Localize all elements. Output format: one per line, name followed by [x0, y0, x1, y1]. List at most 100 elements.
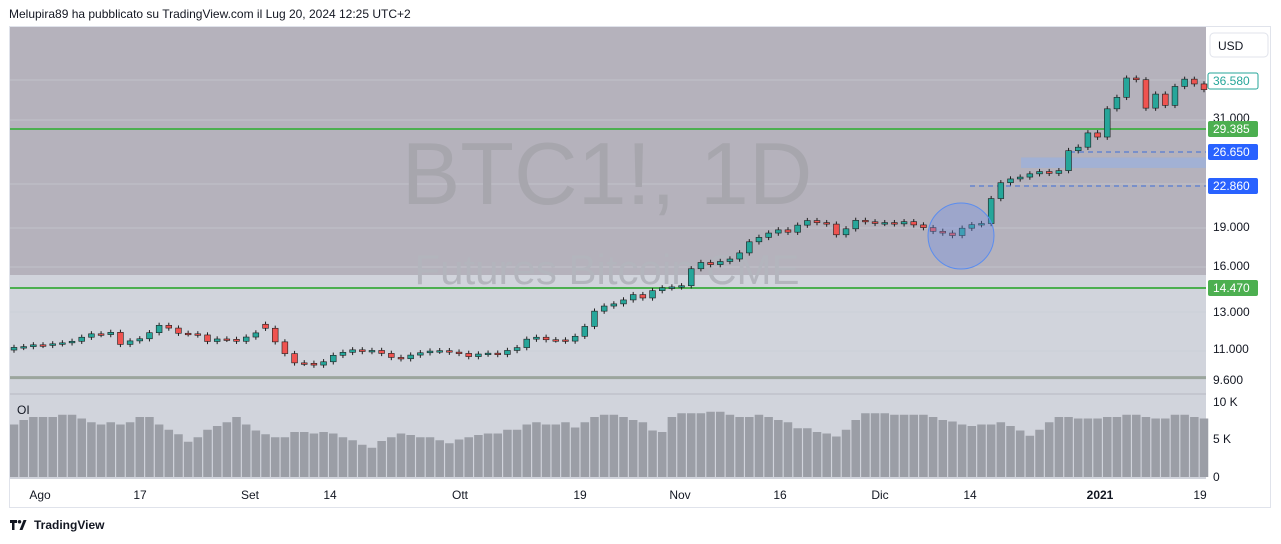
candle-body — [1162, 93, 1169, 106]
candle-body — [126, 340, 134, 345]
candle-body — [910, 221, 917, 226]
tradingview-brand[interactable]: TradingView — [10, 518, 104, 532]
oi-bar — [628, 420, 638, 477]
candle-body — [600, 305, 608, 312]
x-tick-label: Set — [241, 488, 260, 502]
candle-body — [242, 336, 250, 342]
highlight-circle — [927, 202, 995, 270]
oi-bar — [1132, 414, 1141, 477]
candle-body — [1007, 178, 1014, 184]
oi-bar — [493, 433, 502, 477]
oi-bar — [261, 434, 270, 477]
candle-body — [571, 335, 579, 342]
oi-bar — [812, 432, 822, 477]
candle-body — [755, 237, 763, 243]
candle-body — [726, 258, 734, 262]
oi-bar — [938, 420, 948, 477]
candle-body — [958, 227, 966, 236]
oi-bar — [251, 430, 261, 477]
candle-body — [204, 334, 211, 342]
candle-body — [349, 349, 356, 353]
candle-body — [252, 332, 260, 338]
candle-body — [929, 227, 937, 232]
candle-body — [223, 338, 231, 341]
oi-bar — [561, 422, 570, 477]
chart-frame[interactable]: BTC1!, 1D Futures Bitcoin CME USD 31.000 19… — [9, 26, 1271, 508]
candle-body — [146, 332, 153, 340]
candle-body — [900, 221, 908, 225]
candle-body — [920, 224, 927, 228]
candle-body — [184, 332, 192, 336]
x-tick-label: 14 — [963, 488, 977, 502]
candle-body — [1181, 78, 1188, 87]
candle-body — [465, 353, 472, 357]
candle-body — [765, 232, 772, 238]
oi-bar — [667, 417, 677, 477]
x-tick-label: Dic — [871, 488, 888, 502]
oi-bar — [232, 417, 241, 477]
candle-body — [842, 228, 850, 236]
candle-body — [455, 351, 463, 354]
oi-bar — [425, 437, 435, 477]
oi-bar — [841, 429, 851, 477]
oi-bar — [135, 417, 145, 477]
x-tick-label: 19 — [1193, 488, 1207, 502]
oi-bar — [358, 444, 367, 477]
candle-body — [1133, 77, 1140, 81]
x-tick-label: 19 — [573, 488, 587, 502]
oi-bar — [609, 414, 619, 477]
candle-body — [804, 220, 811, 226]
candle-body — [165, 325, 172, 329]
candle-body — [659, 287, 666, 291]
candle-body — [194, 333, 202, 336]
candle-body — [707, 262, 714, 265]
candle-body — [591, 310, 598, 327]
candle-body — [262, 323, 269, 329]
candle-body — [668, 286, 676, 289]
oi-bar — [1073, 418, 1083, 477]
level-price-label: 14.470 — [1213, 281, 1250, 295]
candle-body — [504, 350, 511, 355]
candle-body — [1142, 79, 1150, 109]
level-price-box — [1208, 121, 1258, 137]
oi-bar — [590, 417, 599, 477]
y-tick-label: 9.600 — [1213, 373, 1243, 387]
candle-body — [1016, 176, 1024, 180]
candle-body — [1055, 170, 1063, 174]
oi-bar — [290, 432, 299, 477]
shaded-range — [10, 27, 1206, 275]
currency-button[interactable]: USD — [1209, 32, 1269, 58]
oi-bar — [1112, 417, 1122, 477]
oi-bar — [706, 411, 715, 477]
oi-bar — [48, 417, 57, 477]
currency-button-box[interactable] — [1209, 32, 1269, 58]
candle-body — [136, 338, 143, 342]
candle-body — [997, 182, 1005, 199]
level-price-box — [1208, 144, 1258, 160]
candle-body — [1065, 150, 1072, 171]
candle-body — [407, 354, 414, 360]
candle-body — [833, 223, 840, 236]
candle-body — [436, 350, 443, 353]
candle-body — [813, 220, 821, 223]
candle-body — [581, 326, 589, 337]
candle-body — [281, 341, 289, 354]
candle-body — [823, 222, 830, 225]
oi-bar — [1199, 418, 1209, 477]
oi-bar — [832, 436, 841, 477]
oi-bar — [599, 414, 609, 477]
candle-body — [213, 338, 221, 342]
oi-bar — [367, 447, 377, 477]
oi-bar — [803, 428, 812, 477]
level-price-label: 29.385 — [1213, 122, 1250, 136]
oi-bar — [58, 414, 67, 477]
y-tick-label: 16.000 — [1213, 259, 1250, 273]
oi-bar — [1102, 417, 1112, 477]
candle-body — [533, 336, 540, 340]
oi-bar — [309, 433, 319, 477]
candle-body — [939, 231, 946, 234]
oi-bar — [696, 413, 706, 477]
candle-body — [397, 357, 405, 360]
oi-bar — [503, 429, 512, 477]
